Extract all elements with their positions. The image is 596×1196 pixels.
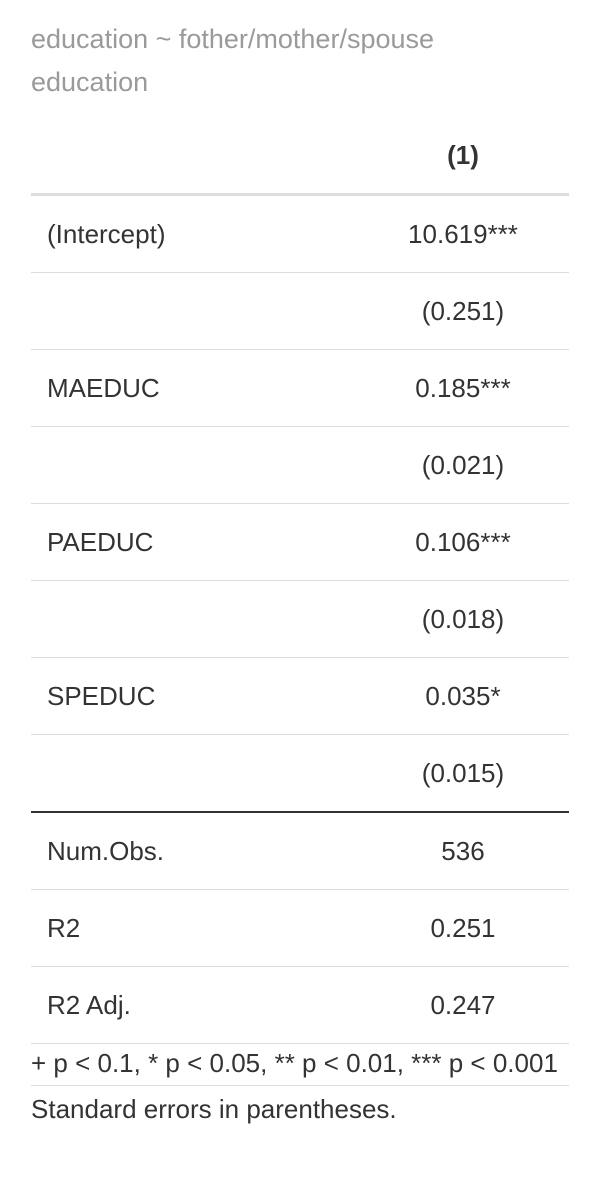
row-value-intercept: 10.619*** [277, 194, 569, 273]
gof-value-r2: 0.251 [277, 889, 569, 967]
row-label-maeduc-se [31, 426, 277, 504]
row-value-maeduc: 0.185*** [277, 349, 569, 427]
row-label-maeduc: MAEDUC [31, 349, 277, 427]
row-value-speduc-se: (0.015) [277, 734, 569, 813]
table-row: (0.015) [31, 734, 569, 813]
significance-note: + p < 0.1, * p < 0.05, ** p < 0.01, *** … [31, 1041, 569, 1086]
table-row: (0.251) [31, 272, 569, 350]
row-label-speduc-se [31, 734, 277, 813]
table-header-row: (1) [31, 118, 569, 196]
gof-label-num-obs: Num.Obs. [31, 811, 277, 890]
gof-row: Num.Obs. 536 [31, 811, 569, 890]
row-label-intercept-se [31, 272, 277, 350]
table-row: (0.021) [31, 426, 569, 504]
table-row: (Intercept) 10.619*** [31, 194, 569, 273]
table-row: PAEDUC 0.106*** [31, 503, 569, 581]
row-value-paeduc-se: (0.018) [277, 580, 569, 658]
row-label-intercept: (Intercept) [31, 194, 277, 273]
row-label-speduc: SPEDUC [31, 657, 277, 735]
table-caption: education ~ fother/mother/spouse educati… [31, 24, 435, 97]
row-label-paeduc-se [31, 580, 277, 658]
gof-value-r2-adj: 0.247 [277, 966, 569, 1044]
row-value-paeduc: 0.106*** [277, 503, 569, 581]
gof-value-num-obs: 536 [277, 811, 569, 890]
gof-row: R2 0.251 [31, 889, 569, 967]
table-row: SPEDUC 0.035* [31, 657, 569, 735]
gof-label-r2: R2 [31, 889, 277, 967]
table-row: MAEDUC 0.185*** [31, 349, 569, 427]
row-value-speduc: 0.035* [277, 657, 569, 735]
row-value-maeduc-se: (0.021) [277, 426, 569, 504]
row-value-intercept-se: (0.251) [277, 272, 569, 350]
gof-row: R2 Adj. 0.247 [31, 966, 569, 1044]
header-model: (1) [277, 118, 569, 196]
table-row: (0.018) [31, 580, 569, 658]
table-footnotes: + p < 0.1, * p < 0.05, ** p < 0.01, *** … [31, 1041, 569, 1130]
regression-table: (1) (Intercept) 10.619*** (0.251) MAEDUC… [31, 118, 569, 1044]
standard-errors-note: Standard errors in parentheses. [31, 1094, 397, 1124]
gof-label-r2-adj: R2 Adj. [31, 966, 277, 1044]
header-label [31, 118, 277, 196]
row-label-paeduc: PAEDUC [31, 503, 277, 581]
